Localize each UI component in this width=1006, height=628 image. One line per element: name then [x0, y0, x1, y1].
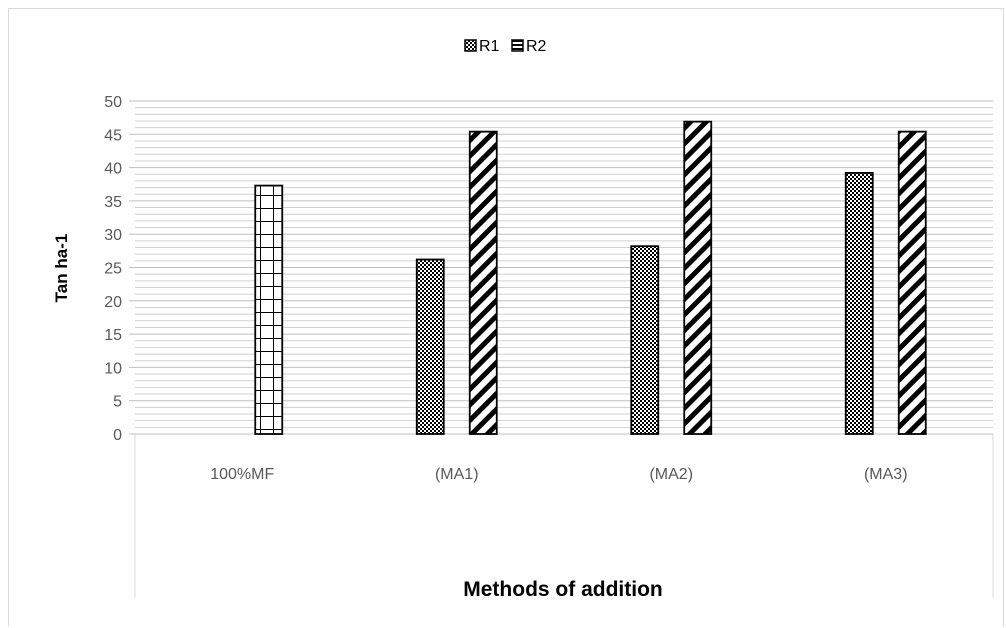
y-tick-label: 0 [113, 427, 122, 444]
bar-r2-0 [254, 184, 284, 435]
y-tick-label: 30 [104, 227, 122, 244]
chart-frame [8, 8, 1004, 626]
bar-r1-1 [415, 258, 445, 435]
x-tick-label: (MA3) [864, 466, 908, 483]
legend-swatch-r2 [511, 39, 524, 52]
y-tick-label: 50 [104, 94, 122, 111]
legend-label-r1: R1 [479, 38, 500, 55]
x-tick-label: (MA1) [435, 466, 479, 483]
y-tick-label: 20 [104, 294, 122, 311]
legend-swatch-r1 [464, 39, 477, 52]
y-tick-label: 35 [104, 194, 122, 211]
y-tick-label: 25 [104, 261, 122, 278]
x-tick-label: 100%MF [210, 466, 274, 483]
y-tick-label: 10 [104, 360, 122, 377]
y-tick-label: 15 [104, 327, 122, 344]
bar-r1-3 [844, 172, 874, 435]
y-tick-label: 45 [104, 127, 122, 144]
x-axis-title: Methods of addition [463, 578, 662, 601]
x-tick-label: (MA2) [649, 466, 693, 483]
legend-label-r2: R2 [526, 38, 547, 55]
bar-r1-2 [630, 245, 660, 435]
bar-r2-3 [897, 130, 927, 435]
y-axis-title: Tan ha-1 [52, 234, 71, 303]
bar-r2-1 [468, 130, 498, 435]
bar-r2-2 [683, 120, 713, 435]
legend: R1 R2 [464, 38, 547, 55]
y-tick-label: 40 [104, 161, 122, 178]
y-tick-label: 5 [113, 394, 122, 411]
